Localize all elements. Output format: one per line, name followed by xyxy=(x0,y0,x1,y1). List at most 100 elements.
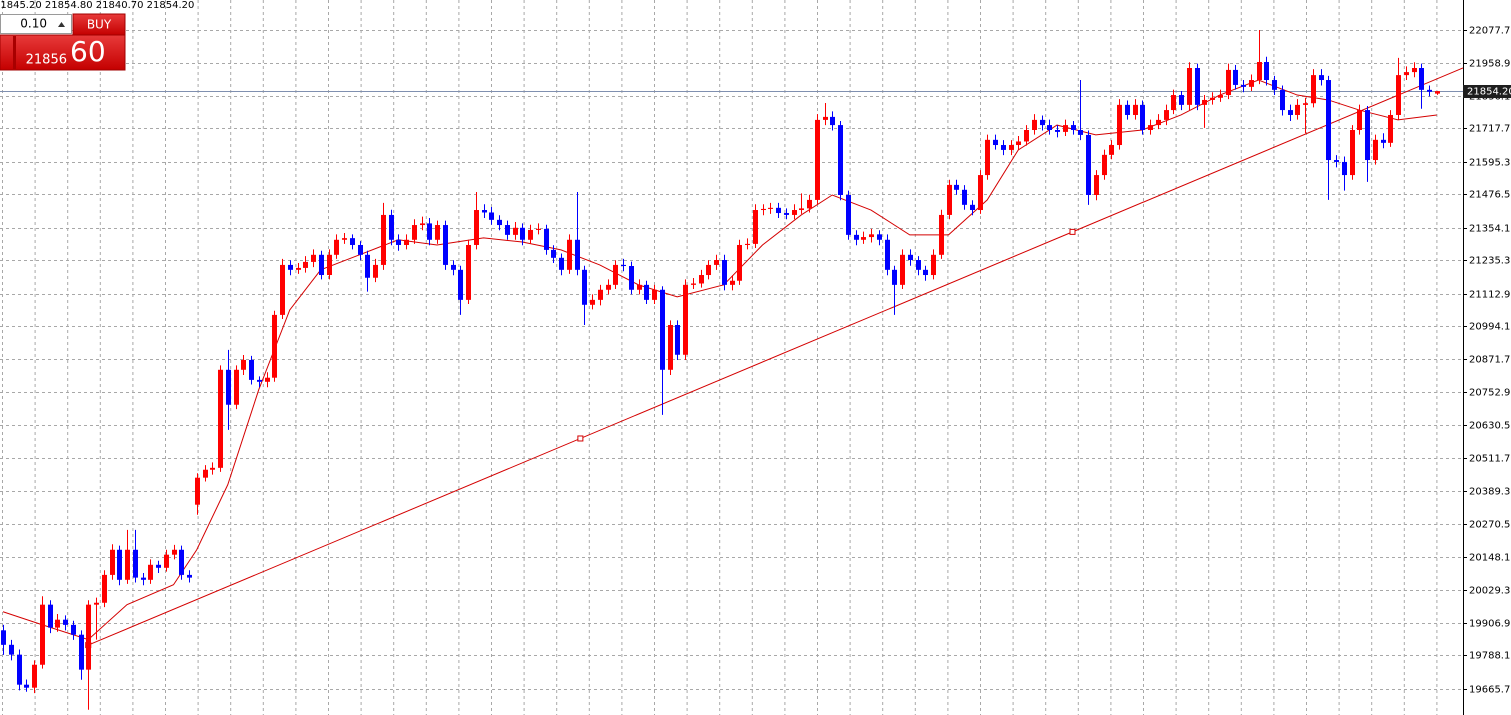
candle-body xyxy=(722,260,727,285)
candle-body xyxy=(1164,110,1169,120)
candle-body xyxy=(117,549,122,580)
candle-body xyxy=(156,564,161,568)
candle-body xyxy=(559,257,564,270)
candle-body xyxy=(1319,75,1324,81)
candle-body xyxy=(63,619,68,625)
y-tick-label: 21595.30 xyxy=(1469,158,1511,169)
candle-body xyxy=(226,369,231,405)
candle-body xyxy=(513,227,518,235)
candle-body xyxy=(1071,125,1076,130)
candle-body xyxy=(466,244,471,300)
candle-body xyxy=(1241,84,1246,87)
candle-body xyxy=(892,269,897,285)
candle-body xyxy=(389,214,394,240)
candle-body xyxy=(1117,104,1122,146)
candle-body xyxy=(474,210,479,245)
candle-body xyxy=(319,254,324,276)
y-tick-label: 21235.30 xyxy=(1469,256,1511,267)
candle-body xyxy=(342,238,347,240)
grid xyxy=(0,30,1463,690)
y-tick-label: 20871.70 xyxy=(1469,355,1511,366)
candle-body xyxy=(613,264,618,285)
candle-body xyxy=(1381,139,1386,143)
candle-body xyxy=(761,208,766,211)
candle-body xyxy=(629,266,634,290)
candle-body xyxy=(706,264,711,276)
candle-body xyxy=(978,175,983,211)
candle-body xyxy=(575,239,580,270)
candle-body xyxy=(1133,104,1138,115)
candle-body xyxy=(1404,72,1409,76)
candle-body xyxy=(1,630,6,645)
candle-body xyxy=(148,564,153,580)
candle-body xyxy=(691,283,696,285)
candle-body xyxy=(241,359,246,370)
candle-body xyxy=(1156,119,1161,126)
candle-body xyxy=(482,210,487,213)
candle-body xyxy=(582,269,587,305)
candle-body xyxy=(1311,75,1316,104)
y-tick-label: 21476.50 xyxy=(1469,190,1511,201)
candle-body xyxy=(954,184,959,190)
candle-body xyxy=(195,477,200,505)
candle-body xyxy=(970,204,975,211)
candle-body xyxy=(133,549,138,578)
y-tick-label: 20029.30 xyxy=(1469,586,1511,597)
candle-body xyxy=(1342,161,1347,176)
candle-body xyxy=(32,664,37,688)
candle-body xyxy=(668,325,673,370)
candle-body xyxy=(1140,104,1145,130)
candle-body xyxy=(730,280,735,285)
candle-body xyxy=(1427,89,1432,92)
lot-field[interactable] xyxy=(0,14,72,34)
candle-body xyxy=(776,207,781,214)
candle-body xyxy=(714,260,719,265)
buy-price-box[interactable] xyxy=(0,34,126,71)
one-click-trading-panel: 0.10 BUY 21856 60 xyxy=(0,13,126,71)
candle-body xyxy=(110,549,115,575)
candle-body xyxy=(1187,68,1192,105)
candle-body xyxy=(327,254,332,276)
candle-body xyxy=(745,243,750,245)
candle-body xyxy=(55,619,60,628)
candle-body xyxy=(187,574,192,578)
candle-body xyxy=(1063,125,1068,132)
candle-body xyxy=(311,254,316,262)
candle-body xyxy=(1055,130,1060,132)
candle-body xyxy=(660,289,665,370)
candle-body xyxy=(1334,160,1339,162)
current-price-box xyxy=(1463,85,1511,98)
candle-body xyxy=(916,260,921,270)
lot-value: 0.10 xyxy=(20,17,47,31)
candle-body xyxy=(1295,104,1300,115)
candle-body xyxy=(79,634,84,670)
candle-body xyxy=(699,275,704,284)
candle-body xyxy=(257,379,262,382)
candle-body xyxy=(1435,91,1440,94)
y-tick-label: 20389.30 xyxy=(1469,487,1511,498)
candle-body xyxy=(164,554,169,568)
candle-body xyxy=(1249,80,1254,87)
candle-body xyxy=(203,469,208,478)
candle-body xyxy=(939,214,944,255)
candle-body xyxy=(420,223,425,226)
candle-body xyxy=(1396,75,1401,115)
candle-body xyxy=(1195,68,1200,105)
candle-body xyxy=(753,210,758,244)
candle-body xyxy=(1326,80,1331,161)
candle-body xyxy=(102,574,107,603)
lot-up-arrow[interactable] xyxy=(58,22,65,27)
candle-body xyxy=(443,225,448,265)
candle-body xyxy=(768,207,773,209)
candle-body xyxy=(1303,103,1308,105)
candle-body xyxy=(598,289,603,300)
candle-body xyxy=(365,254,370,278)
candle-body xyxy=(381,214,386,265)
candle-body xyxy=(94,602,99,605)
candle-body xyxy=(497,219,502,226)
candle-body xyxy=(1125,104,1130,115)
candle-body xyxy=(993,139,998,146)
candle-body xyxy=(947,184,952,215)
candle-body xyxy=(807,199,812,209)
